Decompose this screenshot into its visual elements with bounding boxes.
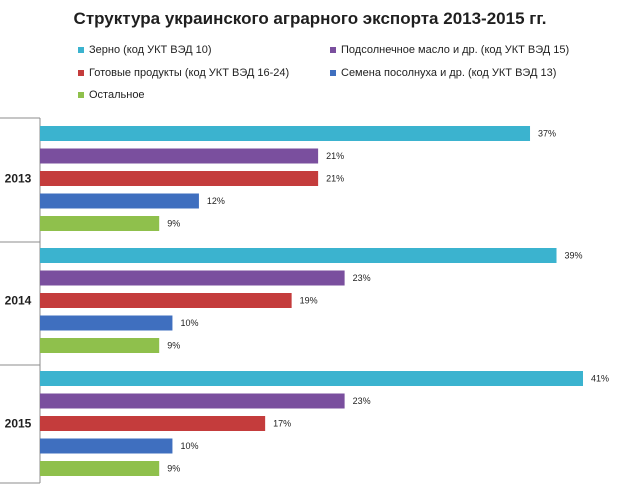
legend-swatch-grain bbox=[78, 47, 84, 53]
data-label-2014-series-0: 39% bbox=[565, 251, 583, 261]
legend-swatch-oil bbox=[330, 47, 336, 53]
bar-2014-series-2 bbox=[40, 293, 292, 308]
data-label-2015-series-2: 17% bbox=[273, 419, 291, 429]
category-label-2014: 2014 bbox=[5, 294, 32, 308]
legend-label-other: Остальное bbox=[89, 89, 145, 101]
data-label-2015-series-4: 9% bbox=[167, 464, 180, 474]
bar-2013-series-2 bbox=[40, 171, 319, 186]
bar-2015-series-4 bbox=[40, 461, 160, 476]
bar-2013-series-3 bbox=[40, 193, 199, 209]
legend-swatch-seeds bbox=[330, 70, 336, 76]
bar-2013-series-1 bbox=[40, 148, 319, 164]
bar-2015-series-1 bbox=[40, 393, 345, 409]
category-label-2013: 2013 bbox=[5, 172, 32, 186]
legend-item-other: Остальное bbox=[78, 89, 145, 101]
bar-2013-series-0 bbox=[40, 126, 531, 141]
data-label-2013-series-3: 12% bbox=[207, 196, 225, 206]
data-label-2014-series-3: 10% bbox=[180, 318, 198, 328]
data-label-2014-series-1: 23% bbox=[353, 273, 371, 283]
legend-item-seeds: Семена посолнуха и др. (код УКТ ВЭД 13) bbox=[330, 67, 556, 79]
data-label-2013-series-0: 37% bbox=[538, 129, 556, 139]
category-label-2015: 2015 bbox=[5, 417, 32, 431]
data-label-2013-series-2: 21% bbox=[326, 174, 344, 184]
data-label-2015-series-1: 23% bbox=[353, 396, 371, 406]
legend-item-food: Готовые продукты (код УКТ ВЭД 16-24) bbox=[78, 67, 289, 79]
legend-label-food: Готовые продукты (код УКТ ВЭД 16-24) bbox=[89, 67, 290, 79]
chart-legend: Зерно (код УКТ ВЭД 10) Подсолнечное масл… bbox=[0, 0, 620, 110]
bar-2014-series-3 bbox=[40, 315, 173, 331]
legend-swatch-food bbox=[78, 70, 84, 76]
bar-2014-series-1 bbox=[40, 270, 345, 286]
bar-2014-series-4 bbox=[40, 338, 160, 353]
legend-item-oil: Подсолнечное масло и др. (код УКТ ВЭД 15… bbox=[330, 44, 569, 56]
legend-label-grain: Зерно (код УКТ ВЭД 10) bbox=[89, 44, 212, 56]
data-label-2013-series-4: 9% bbox=[167, 219, 180, 229]
data-label-2014-series-2: 19% bbox=[300, 296, 318, 306]
legend-label-seeds: Семена посолнуха и др. (код УКТ ВЭД 13) bbox=[341, 67, 557, 79]
bar-2015-series-2 bbox=[40, 416, 266, 431]
legend-label-oil: Подсолнечное масло и др. (код УКТ ВЭД 15… bbox=[341, 44, 570, 56]
data-label-2015-series-0: 41% bbox=[591, 374, 609, 384]
legend-item-grain: Зерно (код УКТ ВЭД 10) bbox=[78, 44, 212, 56]
data-label-2013-series-1: 21% bbox=[326, 151, 344, 161]
bar-2015-series-0 bbox=[40, 371, 583, 386]
chart-title: Структура украинского аграрного экспорта… bbox=[73, 9, 547, 28]
data-label-2014-series-4: 9% bbox=[167, 341, 180, 351]
bar-2014-series-0 bbox=[40, 248, 557, 263]
bar-2013-series-4 bbox=[40, 216, 160, 231]
data-label-2015-series-3: 10% bbox=[180, 441, 198, 451]
bar-2015-series-3 bbox=[40, 438, 173, 454]
legend-swatch-other bbox=[78, 92, 84, 98]
